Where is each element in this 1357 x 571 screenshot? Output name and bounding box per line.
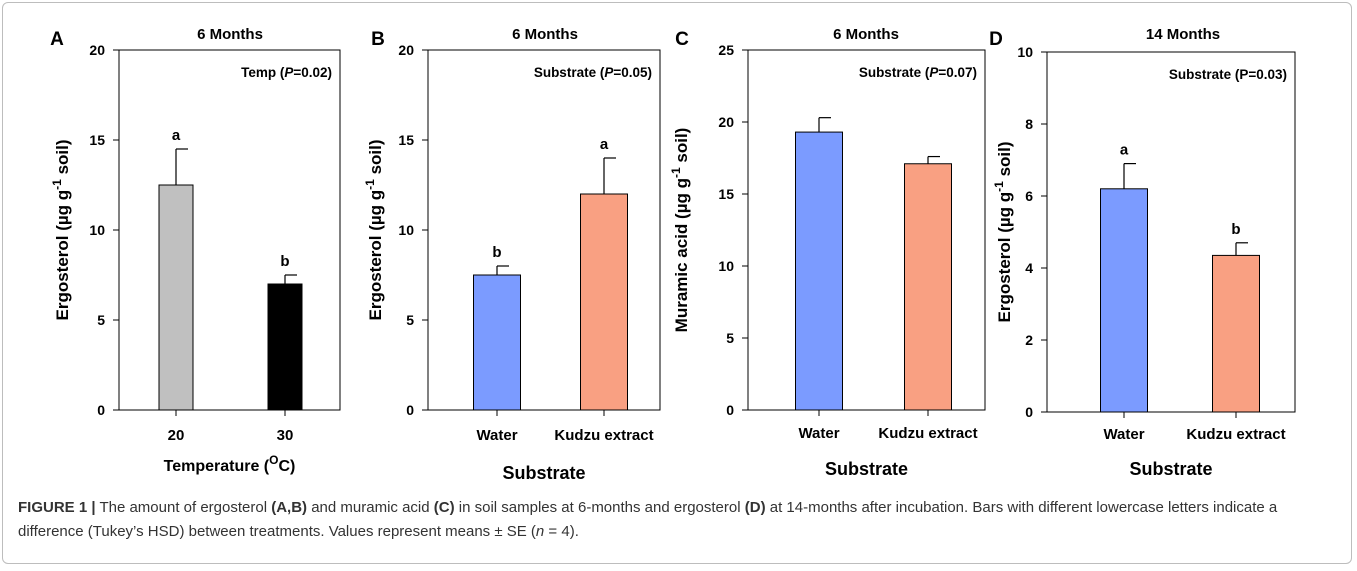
y-tick-label: 5	[97, 312, 105, 328]
caption-text-1: The amount of ergosterol	[95, 499, 272, 516]
bar	[158, 184, 194, 411]
significance-annotation: Temp (P=0.02)	[241, 65, 332, 80]
caption-figure-label: FIGURE 1 |	[18, 499, 96, 516]
y-tick-label: 2	[1025, 332, 1033, 348]
x-axis-label: Substrate	[825, 459, 908, 479]
x-category-label: Kudzu extract	[554, 427, 653, 444]
x-axis-label: Temperature (OC)	[164, 453, 296, 475]
y-tick-label: 0	[406, 402, 414, 418]
y-axis-label: Muramic acid (µg g-1 soil)	[669, 128, 691, 333]
panel-letter: B	[371, 29, 385, 50]
panel-title: 6 Months	[512, 26, 578, 43]
figure-caption: FIGURE 1 | The amount of ergosterol (A,B…	[18, 496, 1338, 544]
y-tick-label: 4	[1025, 260, 1033, 276]
plot-frame	[747, 49, 986, 411]
y-tick-label: 5	[726, 330, 734, 346]
caption-text-3: in soil samples at 6-months and ergoster…	[454, 499, 745, 516]
x-axis-label: Substrate	[502, 463, 585, 483]
chart-panel-a: A 6 Months 0 5 10 15 20 Temp (P=0.02) a 20 b 30 Temp…	[50, 26, 341, 475]
y-tick-label: 15	[718, 186, 734, 202]
y-tick-label: 10	[89, 222, 105, 238]
significance-letter: b	[280, 253, 289, 270]
panel-letter: C	[675, 29, 689, 50]
significance-annotation: Substrate (P=0.03)	[1169, 67, 1287, 82]
y-tick-label: 10	[398, 222, 414, 238]
plot-frame	[1046, 51, 1296, 413]
y-tick-label: 20	[89, 42, 105, 58]
bar	[1212, 254, 1260, 413]
panel-letter: A	[50, 29, 64, 50]
y-tick-label: 0	[97, 402, 105, 418]
x-category-label: 30	[277, 427, 294, 444]
significance-letter: a	[600, 136, 609, 153]
panel-title: 6 Months	[833, 26, 899, 43]
chart-panel-d: D 14 Months 0 2 4 6 8 10 Substrate (P=0.03) a Wate…	[989, 26, 1296, 479]
y-tick-label: 0	[726, 402, 734, 418]
chart-panel-b: B 6 Months 0 5 10 15 20 Substrate (P=0.05) b Wate…	[363, 26, 661, 483]
caption-ref-c: (C)	[433, 499, 455, 516]
x-category-label: Water	[1103, 426, 1144, 443]
panel-title: 14 Months	[1146, 26, 1220, 43]
y-tick-label: 8	[1025, 116, 1033, 132]
y-tick-label: 5	[406, 312, 414, 328]
significance-letter: a	[172, 127, 181, 144]
y-axis-label: Ergosterol (µg g-1 soil)	[992, 141, 1014, 322]
caption-text-2: and muramic acid	[307, 499, 434, 516]
significance-annotation: Substrate (P=0.05)	[534, 65, 652, 80]
x-category-label: Kudzu extract	[1186, 426, 1285, 443]
y-tick-label: 15	[398, 132, 414, 148]
y-tick-label: 6	[1025, 188, 1033, 204]
x-axis-label: Substrate	[1129, 459, 1212, 479]
bar	[795, 131, 843, 411]
x-category-label: Water	[798, 425, 839, 442]
figure-frame	[2, 2, 1352, 564]
significance-letter: a	[1120, 142, 1129, 159]
caption-ref-d: (D)	[744, 499, 766, 516]
significance-letter: b	[1231, 221, 1240, 238]
y-tick-label: 0	[1025, 404, 1033, 420]
y-tick-label: 20	[398, 42, 414, 58]
y-tick-label: 15	[89, 132, 105, 148]
y-tick-label: 25	[718, 42, 734, 58]
significance-annotation: Substrate (P=0.07)	[859, 65, 977, 80]
caption-text-4: at 14-months after incubation. Bars with…	[18, 499, 1278, 540]
x-category-label: Water	[476, 427, 517, 444]
y-tick-label: 20	[718, 114, 734, 130]
plot-frame	[118, 49, 341, 411]
bar	[580, 193, 628, 411]
y-axis-label: Ergosterol (µg g-1 soil)	[50, 139, 72, 320]
x-category-label: 20	[168, 427, 185, 444]
panel-letter: D	[989, 29, 1003, 50]
caption-n-symbol: n	[535, 523, 545, 540]
caption-ref-ab: (A,B)	[271, 499, 308, 516]
bar	[473, 274, 521, 411]
x-category-label: Kudzu extract	[878, 425, 977, 442]
panel-title: 6 Months	[197, 26, 263, 43]
bar	[904, 163, 952, 411]
caption-text-5: = 4).	[544, 523, 579, 540]
chart-panel-c: C 6 Months 0 5 10 15 20 25 Substrate (P=0.07) Wat…	[669, 26, 986, 479]
y-tick-label: 10	[718, 258, 734, 274]
bar	[267, 283, 303, 411]
significance-letter: b	[492, 244, 501, 261]
y-axis-label: Ergosterol (µg g-1 soil)	[363, 139, 385, 320]
y-tick-label: 10	[1017, 44, 1033, 60]
bar	[1100, 188, 1148, 413]
